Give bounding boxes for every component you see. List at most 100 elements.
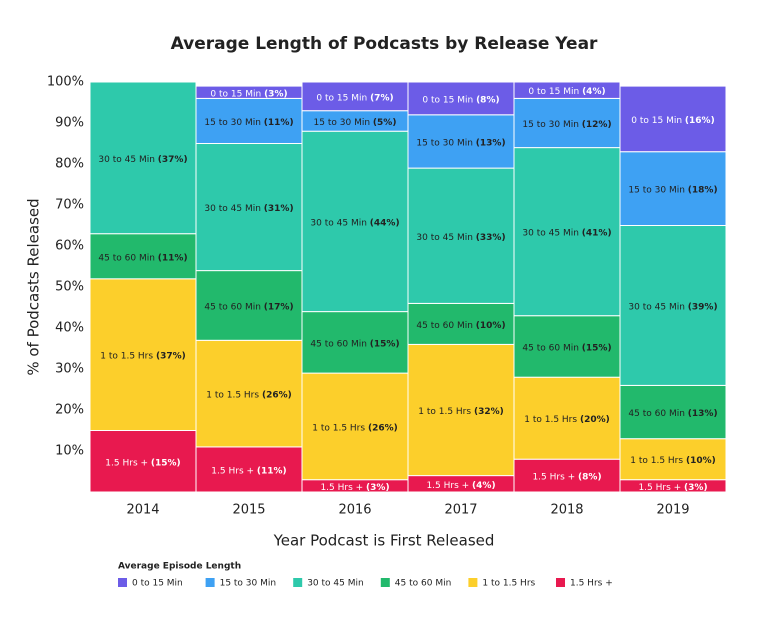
bar-segment <box>513 315 621 378</box>
legend-title: Average Episode Length <box>118 562 241 572</box>
bar-segment <box>89 278 197 431</box>
y-tick-label: 80% <box>55 157 84 172</box>
label-name: 1.5 Hrs + <box>320 482 363 492</box>
label-name: 45 to 60 Min <box>522 343 579 353</box>
data-label: 15 to 30 Min (18%) <box>628 185 717 195</box>
data-label: 1.5 Hrs + (3%) <box>638 482 707 492</box>
y-tick-label: 40% <box>55 321 84 336</box>
legend-label: 15 to 30 Min <box>220 579 277 589</box>
bar-segment <box>89 233 197 280</box>
bar-segment <box>513 458 621 493</box>
legend-swatch <box>293 578 303 587</box>
label-name: 0 to 15 Min <box>316 93 367 103</box>
label-name: 30 to 45 Min <box>310 218 367 228</box>
data-label: 45 to 60 Min (10%) <box>416 320 505 330</box>
data-label: 1 to 1.5 Hrs (26%) <box>312 423 397 433</box>
label-value: (15%) <box>582 343 612 353</box>
label-value: (4%) <box>582 87 606 97</box>
bar-segment <box>619 384 727 440</box>
label-value: (16%) <box>685 115 715 125</box>
y-tick-label: 30% <box>55 362 84 377</box>
label-name: 1.5 Hrs + <box>211 466 254 476</box>
label-name: 1.5 Hrs + <box>426 480 469 490</box>
label-value: (31%) <box>264 204 294 214</box>
label-value: (5%) <box>373 117 397 127</box>
bar-segment <box>513 376 621 460</box>
label-value: (33%) <box>476 232 506 242</box>
bar-segment <box>195 270 303 341</box>
label-value: (3%) <box>684 482 708 492</box>
x-tick-label: 2014 <box>126 503 159 518</box>
label-name: 1.5 Hrs + <box>532 472 575 482</box>
data-label: 1.5 Hrs + (3%) <box>320 482 389 492</box>
label-name: 1 to 1.5 Hrs <box>630 456 683 466</box>
data-label: 1 to 1.5 Hrs (32%) <box>418 407 503 417</box>
bar-segment <box>513 147 621 317</box>
bar-segment <box>407 343 515 477</box>
label-name: 30 to 45 Min <box>204 204 261 214</box>
label-name: 1 to 1.5 Hrs <box>206 390 259 400</box>
label-value: (13%) <box>688 409 718 419</box>
label-value: (44%) <box>370 218 400 228</box>
chart-title: Average Length of Podcasts by Release Ye… <box>171 34 598 54</box>
y-tick-label: 20% <box>55 403 84 418</box>
data-label: 45 to 60 Min (15%) <box>522 343 611 353</box>
bar-segment <box>301 130 409 313</box>
label-value: (26%) <box>262 390 292 400</box>
label-name: 0 to 15 Min <box>528 87 579 97</box>
label-value: (39%) <box>688 302 718 312</box>
data-label: 0 to 15 Min (4%) <box>528 87 605 97</box>
label-value: (37%) <box>158 154 188 164</box>
label-value: (11%) <box>264 117 294 127</box>
label-value: (18%) <box>688 185 718 195</box>
bar-segment <box>195 339 303 448</box>
label-value: (10%) <box>686 456 716 466</box>
label-name: 0 to 15 Min <box>422 95 473 105</box>
y-tick-label: 10% <box>55 444 84 459</box>
bar-segment <box>619 85 727 153</box>
label-name: 15 to 30 Min <box>416 138 473 148</box>
label-value: (8%) <box>476 95 500 105</box>
y-tick-label: 90% <box>55 116 84 131</box>
data-label: 1.5 Hrs + (11%) <box>211 466 286 476</box>
data-label: 1.5 Hrs + (15%) <box>105 458 180 468</box>
legend-label: 30 to 45 Min <box>307 579 364 589</box>
data-label: 30 to 45 Min (44%) <box>310 218 399 228</box>
data-label: 30 to 45 Min (37%) <box>98 154 187 164</box>
label-value: (11%) <box>158 253 188 263</box>
bar-segment <box>195 97 303 144</box>
label-value: (15%) <box>370 339 400 349</box>
label-name: 1 to 1.5 Hrs <box>312 423 365 433</box>
y-axis-title: % of Podcasts Released <box>25 198 43 375</box>
y-tick-label: 50% <box>55 280 84 295</box>
legend-swatch <box>468 578 478 587</box>
label-name: 15 to 30 Min <box>522 120 579 130</box>
y-tick-label: 100% <box>47 75 84 90</box>
legend-swatch <box>118 578 127 587</box>
label-value: (7%) <box>370 93 394 103</box>
data-label: 0 to 15 Min (3%) <box>210 89 287 99</box>
data-label: 15 to 30 Min (12%) <box>522 120 611 130</box>
bar-segment <box>619 151 727 226</box>
data-label: 15 to 30 Min (11%) <box>204 117 293 127</box>
data-label: 30 to 45 Min (39%) <box>628 302 717 312</box>
label-name: 45 to 60 Min <box>310 339 367 349</box>
label-name: 30 to 45 Min <box>628 302 685 312</box>
label-value: (11%) <box>257 466 287 476</box>
bar-segment <box>513 97 621 149</box>
data-label: 15 to 30 Min (5%) <box>314 117 397 127</box>
data-label: 45 to 60 Min (13%) <box>628 409 717 419</box>
label-name: 15 to 30 Min <box>314 117 371 127</box>
data-label: 45 to 60 Min (15%) <box>310 339 399 349</box>
label-name: 45 to 60 Min <box>204 302 261 312</box>
label-name: 1 to 1.5 Hrs <box>100 351 153 361</box>
label-name: 15 to 30 Min <box>628 185 685 195</box>
x-tick-label: 2018 <box>550 503 583 518</box>
label-value: (13%) <box>476 138 506 148</box>
legend-label: 0 to 15 Min <box>132 579 183 589</box>
data-label: 1 to 1.5 Hrs (37%) <box>100 351 185 361</box>
data-label: 1 to 1.5 Hrs (10%) <box>630 456 715 466</box>
y-tick-label: 60% <box>55 239 84 254</box>
label-value: (10%) <box>476 320 506 330</box>
